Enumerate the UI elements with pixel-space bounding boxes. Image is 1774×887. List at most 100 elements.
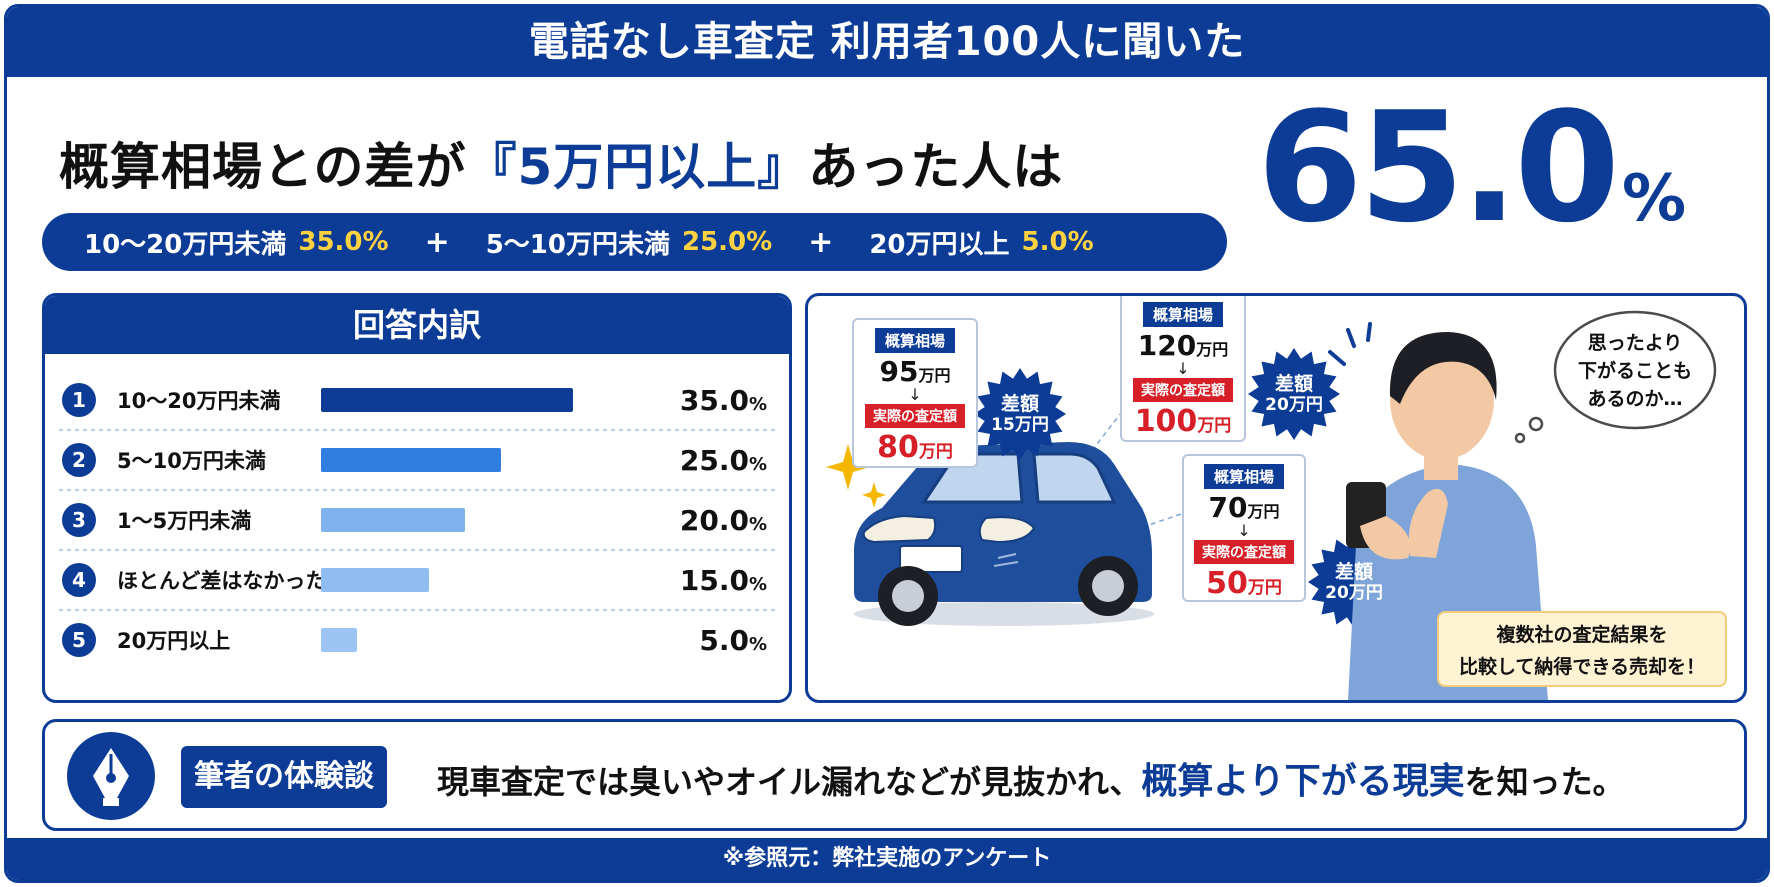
bar [321,628,357,652]
actual-value: 100万円 [1122,404,1244,439]
breakdown-value: 5.0% [1021,227,1094,257]
rank-number: 2 [72,448,86,472]
illustration-svg [826,310,1717,700]
experience-prefix: 現車査定では臭いやオイル漏れなどが見抜かれ、 [437,763,1142,801]
headline: 概算相場との差が『5万円以上』あった人は [59,127,1063,199]
rank-number: 1 [72,388,86,412]
pen-nib-icon [67,732,155,820]
top-banner: 電話なし車査定 利用者100人に聞いた [7,7,1767,77]
sparkle-icon [826,444,886,508]
actual-amount: 80 [877,430,919,465]
value-label: 35.0% [680,384,767,417]
breakdown-summary: 10〜20万円未満 35.0% + 5〜10万円未満 25.0% + 20万円以… [42,213,1227,271]
category-label: 20万円以上 [117,629,230,653]
advice-note: 複数社の査定結果を 比較して納得できる売却を！ [1437,611,1727,687]
rank-badge [62,503,96,537]
actual-amount: 100 [1134,404,1198,439]
headline-suffix: あった人は [808,138,1064,196]
category-label: ほとんど差はなかった [117,569,326,593]
value-unit: % [749,634,767,655]
bar [321,508,465,532]
breakdown-label: 10〜20万円未満 [84,229,287,260]
rank-badge [62,623,96,657]
experience-highlight: 概算より下がる現実 [1141,761,1465,802]
diff-badge: 差額 20万円 [1308,536,1400,628]
estimate-tag: 概算相場 [874,328,955,353]
estimate-base-unit: 万円 [918,366,951,385]
experience-suffix: を知った。 [1464,763,1625,801]
actual-unit: 万円 [1197,416,1232,436]
diff-badge: 差額 15万円 [974,368,1066,460]
breakdown-label: 5〜10万円未満 [485,229,670,260]
value-unit: % [749,514,767,535]
value-label: 20.0% [680,504,767,537]
actual-unit: 万円 [918,442,953,462]
category-label: 10〜20万円未満 [117,389,280,413]
value-label: 25.0% [680,444,767,477]
estimate-base-unit: 万円 [1196,340,1229,359]
estimate-card: 概算相場 120万円 ↓ 実際の査定額 100万円 [1120,296,1246,442]
actual-tag: 実際の査定額 [1194,540,1294,564]
diff-value: 20万円 [1325,583,1383,603]
estimate-base-value: 70 [1208,491,1248,524]
plus-sign: + [808,224,834,260]
thought-line: 思ったより [1587,332,1683,354]
estimate-base: 120万円 [1122,329,1244,362]
estimate-base-value: 120 [1137,329,1197,362]
value-unit: % [749,574,767,595]
estimate-card: 概算相場 95万円 ↓ 実際の査定額 80万円 [852,318,978,468]
actual-value: 50万円 [1184,566,1304,601]
diff-label: 差額 [1334,561,1373,583]
down-arrow-icon: ↓ [1176,359,1190,378]
author-experience: 筆者の体験談 現車査定では臭いやオイル漏れなどが見抜かれ、概算より下がる現実を知… [42,719,1747,831]
headline-highlight: 『5万円以上』 [466,138,809,196]
value-unit: % [749,454,767,475]
experience-text: 現車査定では臭いやオイル漏れなどが見抜かれ、概算より下がる現実を知った。 [437,752,1625,804]
diff-label: 差額 [1274,373,1313,395]
answer-breakdown-panel: 回答内訳 1 10〜20万円未満 35.0% 2 5〜10万円未満 25.0% 3 1〜5万円… [42,293,792,703]
thought-bubble [1514,310,1717,444]
answer-bar-chart: 1 10〜20万円未満 35.0% 2 5〜10万円未満 25.0% 3 1〜5万円未満 20.… [59,383,775,657]
infographic-frame: 電話なし車査定 利用者100人に聞いた 概算相場との差が『5万円以上』あった人は… [4,4,1770,883]
thought-text: 思ったより 下がることも あるのか… [1559,329,1711,413]
category-label: 1〜5万円未満 [117,509,251,533]
breakdown-value: 25.0% [682,227,773,257]
diff-label: 差額 [1000,393,1039,415]
rank-badge [62,383,96,417]
bar [321,448,501,472]
estimate-tag: 概算相場 [1142,302,1223,327]
bar [321,568,429,592]
estimate-base: 95万円 [854,355,976,388]
thought-line: あるのか… [1587,388,1683,410]
estimate-tag: 概算相場 [1203,464,1284,489]
breakdown-label: 20万円以上 [869,229,1010,260]
source-footer: ※参照元：弊社実施のアンケート [7,838,1767,880]
actual-tag: 実際の査定額 [865,404,965,428]
big-stat-value: 65.0 [1257,79,1620,256]
diff-value: 20万円 [1265,395,1323,415]
actual-tag: 実際の査定額 [1133,378,1233,402]
down-arrow-icon: ↓ [1237,521,1251,540]
value-label: 5.0% [699,624,767,657]
actual-value: 80万円 [854,430,976,465]
value-unit: % [749,394,767,415]
note-line: 複数社の査定結果を [1496,624,1668,646]
rank-number: 4 [72,568,86,592]
thought-line: 下がることも [1577,360,1692,382]
rank-number: 5 [72,628,86,652]
rank-badge [62,563,96,597]
note-line: 比較して納得できる売却を！ [1458,656,1706,678]
experience-tag: 筆者の体験談 [181,746,387,808]
category-label: 5〜10万円未満 [117,449,266,473]
down-arrow-icon: ↓ [908,385,922,404]
estimate-base-value: 95 [879,355,919,388]
plus-sign: + [424,224,450,260]
car-illustration [854,442,1154,626]
big-stat-unit: % [1622,162,1687,236]
estimate-base-unit: 万円 [1247,502,1280,521]
actual-amount: 50 [1206,566,1248,601]
big-stat: 65.0% [1257,79,1686,256]
bar [321,388,573,412]
breakdown-value: 35.0% [298,227,389,257]
estimate-card: 概算相場 70万円 ↓ 実際の査定額 50万円 [1182,454,1306,602]
